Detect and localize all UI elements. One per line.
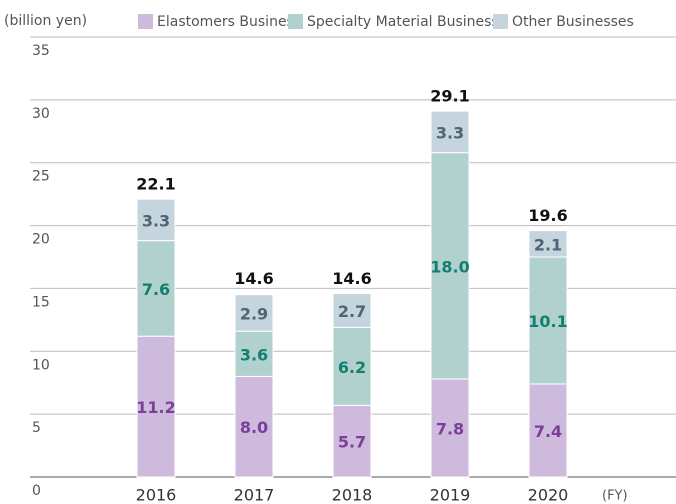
total-label: 22.1	[136, 175, 175, 194]
total-label: 14.6	[234, 269, 273, 288]
y-axis-label: (billion yen)	[4, 13, 87, 29]
bar-segment	[430, 110, 470, 154]
value-label: 2.9	[240, 304, 268, 323]
value-label: 11.2	[136, 398, 175, 417]
y-tick-label: 30	[32, 106, 50, 122]
total-label: 29.1	[430, 87, 469, 106]
total-label: 19.6	[528, 206, 567, 225]
bar-segment	[430, 378, 470, 478]
legend-label: Specialty Material Business	[307, 14, 499, 30]
value-label: 3.3	[436, 123, 464, 142]
y-tick-label: 0	[32, 483, 41, 499]
y-tick-label: 5	[32, 420, 41, 436]
bar-segment	[234, 294, 274, 332]
value-label: 8.0	[240, 418, 268, 437]
bar-segment	[332, 292, 372, 328]
value-label: 3.6	[240, 345, 268, 364]
y-tick-label: 10	[32, 357, 50, 373]
legend-label: Elastomers Business	[157, 14, 301, 30]
value-label: 2.7	[338, 302, 366, 321]
x-tick-label: 2020	[528, 486, 569, 504]
value-label: 7.8	[436, 419, 464, 438]
bar-segment	[332, 326, 372, 406]
total-label: 14.6	[332, 269, 371, 288]
y-tick-label: 20	[32, 232, 50, 248]
bar-segment	[430, 152, 470, 380]
x-tick-label: 2019	[430, 486, 471, 504]
bar-segment	[234, 330, 274, 377]
y-tick-label: 35	[32, 43, 50, 59]
bar-segment	[528, 230, 568, 258]
value-label: 18.0	[430, 257, 469, 276]
bar-segment	[234, 375, 274, 478]
value-label: 10.1	[528, 312, 567, 331]
bar-segment	[528, 383, 568, 478]
value-label: 2.1	[534, 235, 562, 254]
value-label: 3.3	[142, 211, 170, 230]
legend-swatch	[493, 14, 508, 29]
x-tick-label: 2016	[136, 486, 177, 504]
value-label: 6.2	[338, 358, 366, 377]
x-tick-label: 2018	[332, 486, 373, 504]
bar-segment	[136, 335, 176, 478]
legend-label: Other Businesses	[512, 14, 634, 30]
legend-swatch	[288, 14, 303, 29]
bar-segment	[136, 240, 176, 337]
x-axis-label: (FY)	[602, 489, 628, 504]
legend-swatch	[138, 14, 153, 29]
y-tick-label: 25	[32, 169, 50, 185]
x-tick-label: 2017	[234, 486, 275, 504]
bar-segment	[136, 198, 176, 242]
y-tick-label: 15	[32, 294, 50, 310]
value-label: 7.6	[142, 280, 170, 299]
value-label: 5.7	[338, 433, 366, 452]
value-label: 7.4	[534, 422, 562, 441]
